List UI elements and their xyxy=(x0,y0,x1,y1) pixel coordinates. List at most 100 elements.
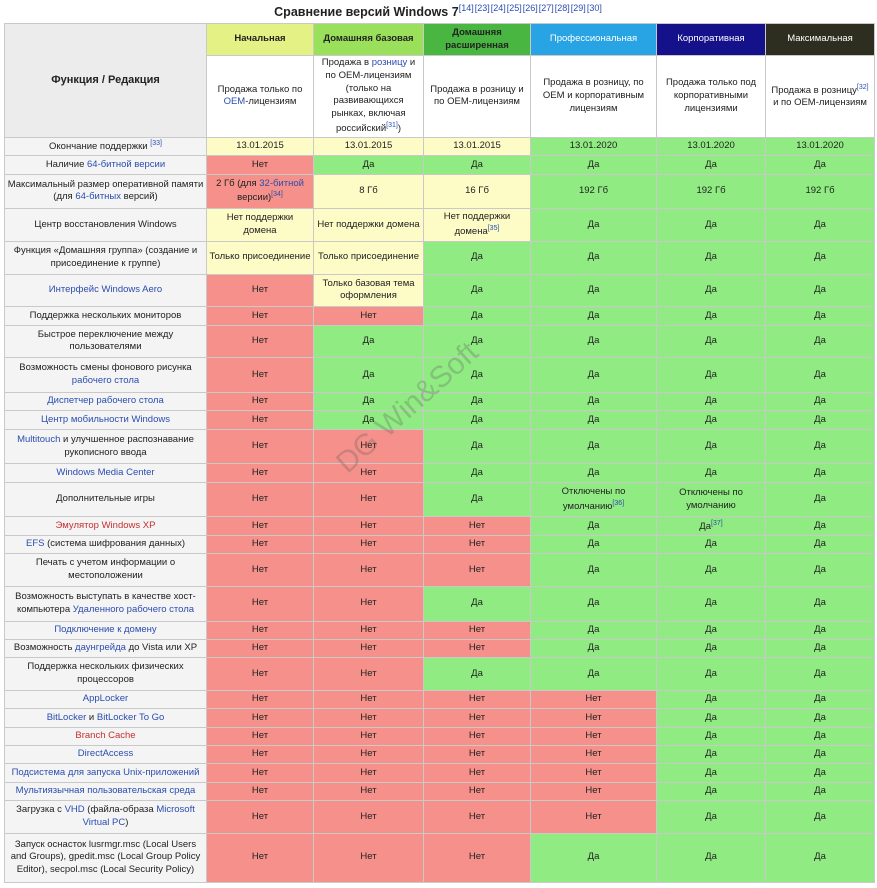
caption-ref-link[interactable]: [23] xyxy=(474,3,490,13)
caption-ref-link[interactable]: [26] xyxy=(522,3,538,13)
cell-value: Нет xyxy=(360,810,377,822)
missing-article-link[interactable]: Branch Cache xyxy=(75,729,136,741)
wiki-link[interactable]: 64-битной версии xyxy=(87,158,166,170)
caption-ref-link[interactable]: [27] xyxy=(538,3,554,13)
cell-value: Да xyxy=(705,693,717,705)
cell-value: Да xyxy=(471,335,483,347)
wiki-link[interactable]: Windows Media Center xyxy=(56,466,155,478)
table-caption: Сравнение версий Windows 7[14][23][24][2… xyxy=(0,3,877,21)
cell-value: Да xyxy=(587,335,600,347)
reference-link[interactable]: [32] xyxy=(856,83,869,91)
wiki-link[interactable]: Подсистема для запуска Unix-приложений xyxy=(11,766,200,778)
wiki-link[interactable]: BitLocker To Go xyxy=(96,711,165,723)
feature-name-cell: Быстрое переключение между пользователям… xyxy=(4,324,207,359)
wiki-link[interactable]: 32-битной xyxy=(259,177,304,189)
wiki-link[interactable]: даунгрейда xyxy=(75,642,126,654)
cell-value: Нет xyxy=(585,729,602,741)
reference-link[interactable]: [31] xyxy=(386,122,398,130)
value-cell: Да xyxy=(423,657,531,691)
wiki-link[interactable]: OEM xyxy=(223,96,246,108)
cell-value: Нет xyxy=(360,766,377,778)
cell-value: Нет xyxy=(468,711,486,723)
cell-value: Нет xyxy=(251,748,269,760)
wiki-link[interactable]: Подключение к домену xyxy=(54,623,157,635)
value-cell: Да xyxy=(656,273,766,308)
cell-text: Печать с учетом информации о местоположе… xyxy=(35,557,176,582)
value-cell: Нет xyxy=(206,689,314,710)
cell-value: 13.01.2015 xyxy=(344,140,393,152)
caption-ref-link[interactable]: [29] xyxy=(570,3,586,13)
wiki-link[interactable]: Диспетчер рабочего стола xyxy=(47,395,164,407)
reference-link[interactable]: [33] xyxy=(150,140,162,148)
caption-ref-link[interactable]: [28] xyxy=(554,3,570,13)
cell-value: Да xyxy=(587,440,600,452)
wiki-link[interactable]: VHD xyxy=(64,804,85,816)
feature-name-cell: Загрузка с VHD (файла-образа Microsoft V… xyxy=(4,800,207,834)
cell-value: Да xyxy=(705,729,717,741)
cell-value: Да xyxy=(471,158,483,170)
caption-refs[interactable]: [14][23][24][25][26][27][28][29][30] xyxy=(459,3,603,13)
cell-value: Нет xyxy=(251,519,269,531)
wiki-link[interactable]: EFS xyxy=(25,538,45,550)
cell-value: Нет xyxy=(360,693,377,705)
value-cell: Да xyxy=(656,324,766,359)
cell-value: Нет xyxy=(251,368,269,380)
cell-value: Нет xyxy=(468,693,486,705)
wiki-link[interactable]: рабочего стола xyxy=(71,375,140,387)
caption-ref-link[interactable]: [25] xyxy=(506,3,522,13)
value-cell: 13.01.2020 xyxy=(656,136,766,157)
cell-text: и xyxy=(86,711,97,723)
reference-link[interactable]: [35] xyxy=(487,225,500,233)
cell-value: Отключены по умолчанию xyxy=(561,485,626,512)
value-cell: Да xyxy=(423,410,531,430)
wiki-link[interactable]: Microsoft Virtual PC xyxy=(82,804,195,828)
cell-value: Только присоединение xyxy=(209,251,311,263)
cell-text: ) xyxy=(125,816,129,828)
wiki-link[interactable]: 64-битных xyxy=(75,191,121,203)
cell-value: Да xyxy=(814,729,826,741)
reference-link[interactable]: [37] xyxy=(711,519,723,527)
wiki-link[interactable]: BitLocker xyxy=(46,711,87,723)
cell-value: Нет xyxy=(360,466,377,478)
cell-value: Нет xyxy=(251,729,269,741)
reference-link[interactable]: [36] xyxy=(612,499,625,507)
edition-header: Корпоративная xyxy=(656,23,766,56)
wiki-link[interactable]: Центр мобильности Windows xyxy=(40,413,170,425)
value-cell: 13.01.2015 xyxy=(313,136,424,157)
value-cell: Только присоединение xyxy=(313,240,424,275)
value-cell: Нет xyxy=(530,744,657,765)
caption-ref-link[interactable]: [24] xyxy=(490,3,506,13)
caption-ref-link[interactable]: [14] xyxy=(458,3,474,13)
value-cell: 192 Гб xyxy=(530,173,657,210)
cell-value: Нет xyxy=(468,810,486,822)
cell-value: Нет xyxy=(468,784,486,796)
wiki-link[interactable]: AppLocker xyxy=(82,693,129,705)
wiki-link[interactable]: розницу xyxy=(371,57,408,68)
value-cell: Только базовая тема оформления xyxy=(313,273,424,308)
table-row: Максимальный размер оперативной памяти (… xyxy=(4,173,875,210)
edition-sales-note: Продажа в розницу[32] и по OEM-лицензиям xyxy=(765,55,875,138)
table-row: Возможность выступать в качестве хост-ко… xyxy=(4,585,875,622)
cell-text: (система шифрования данных) xyxy=(44,538,185,550)
cell-value: Нет xyxy=(360,538,377,550)
missing-article-link[interactable]: Эмулятор Windows XP xyxy=(55,519,156,531)
wiki-link[interactable]: Удаленного рабочего стола xyxy=(72,603,195,615)
cell-value: Нет xyxy=(251,493,269,505)
value-cell: Нет xyxy=(530,708,657,728)
reference-link[interactable]: [34] xyxy=(271,191,283,199)
cell-text: (файла-образа xyxy=(84,804,157,816)
wiki-link[interactable]: Интерфейс Windows Aero xyxy=(48,284,163,296)
wiki-link[interactable]: Мультиязычная пользовательская среда xyxy=(15,784,196,796)
value-cell: Да xyxy=(656,744,766,765)
cell-value: Да xyxy=(587,251,600,263)
feature-name-cell: Интерфейс Windows Aero xyxy=(4,273,207,308)
cell-value: Нет xyxy=(468,538,486,550)
feature-name-cell: Подключение к домену xyxy=(4,620,207,640)
caption-ref-link[interactable]: [30] xyxy=(586,3,602,13)
value-cell: Да xyxy=(765,428,875,465)
wiki-link[interactable]: Multitouch xyxy=(17,433,61,445)
table-row: Функция «Домашняя группа» (создание и пр… xyxy=(4,240,875,275)
cell-value: Нет xyxy=(251,466,269,478)
wiki-link[interactable]: DirectAccess xyxy=(77,748,134,760)
value-cell: Да xyxy=(765,553,875,587)
